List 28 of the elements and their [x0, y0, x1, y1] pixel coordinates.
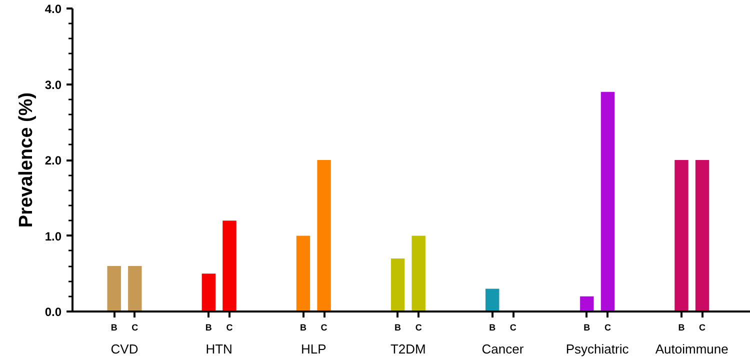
text: C [226, 322, 233, 332]
y-tick-label: 2.0 [44, 154, 62, 168]
y-axis-title: Prevalence (%) [16, 92, 37, 228]
y-tick-label: 1.0 [44, 229, 62, 244]
x-tick-label: Psychiatric [566, 342, 630, 356]
x-tick-label: CVD [110, 342, 138, 356]
series-label: B [110, 322, 118, 332]
y-tick-label: 3.0 [44, 78, 62, 92]
y-tick-label: 0.0 [44, 305, 62, 319]
x-tick-label: Cancer [482, 342, 524, 356]
text: B [205, 322, 212, 332]
bar [485, 288, 500, 312]
text: C [510, 322, 516, 332]
y-tick-label: 4.0 [44, 2, 62, 16]
x-tick-label: HTN [206, 342, 232, 356]
text: C [415, 322, 422, 332]
x-tick-label: T2DM [390, 342, 426, 356]
text: B [678, 322, 685, 332]
text: C [699, 322, 706, 332]
x-tick-label: HLP [300, 342, 326, 356]
text: B [489, 322, 496, 332]
text: C [320, 322, 328, 332]
text: C [604, 322, 611, 332]
series-label: C [132, 322, 139, 332]
x-tick-label: Autoimmune [655, 342, 728, 356]
text: B [584, 322, 590, 332]
text: B [394, 322, 402, 332]
text: B [300, 322, 306, 332]
